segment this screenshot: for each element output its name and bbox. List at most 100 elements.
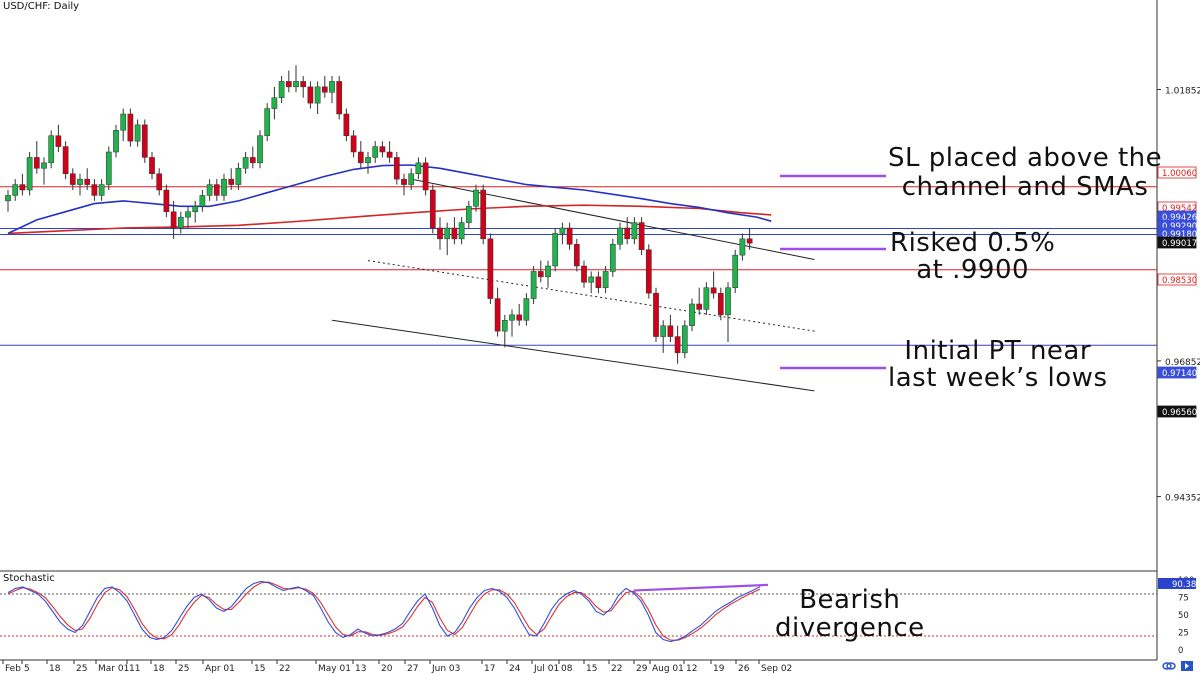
candle [185,206,191,228]
candle-body [26,157,33,191]
candle-body [696,303,703,310]
candle [732,249,739,294]
candle-body [91,184,98,196]
candle [725,282,731,342]
candle [5,190,11,212]
candle-body [177,216,184,229]
candle [653,287,659,342]
candle-body [41,162,47,169]
symbol-title: USD/CHF: Daily [3,1,80,12]
candle-body [329,81,335,93]
candle-body [465,206,472,223]
candle-body [33,157,40,169]
candle-body [206,184,213,196]
candle-body [408,173,415,185]
candle-body [69,173,76,185]
candle-body [242,157,249,169]
candle-body [163,189,170,212]
candle-body [365,157,371,164]
price-badge-label: 1.00060 [1162,169,1197,179]
candle-body [415,162,422,174]
candle [645,244,652,299]
time-tick-label: 26 [738,664,750,674]
horizontal-levels [0,186,1157,346]
candle [588,271,595,294]
candle-body [473,189,479,207]
stoch-current-badge: 90.38 [1158,578,1196,590]
annotation-profit-target: Initial PT near last week’s lows [888,338,1108,392]
candle-body [199,195,206,207]
candle [372,141,379,163]
stoch-current-label: 90.38 [1172,580,1196,590]
candle-body [62,146,69,174]
candle-body [444,227,451,240]
candle-body [48,135,55,164]
candle-body [293,81,299,88]
time-tick-label: 25 [76,664,87,674]
candle-body [573,244,580,267]
candle-body [264,108,271,136]
time-tick-label: 27 [407,664,418,674]
time-tick-label: May 01 [318,664,351,674]
candle-body [19,184,26,191]
candle-body [386,151,393,158]
candle [552,228,559,272]
candle-body [321,86,328,93]
candle [581,260,587,288]
candle [408,168,415,190]
time-tick-label: 24 [509,664,521,674]
candle-body [609,244,616,272]
candle [393,152,400,185]
time-tick-label: 22 [279,664,290,674]
candle [617,222,623,250]
candle [33,141,40,174]
candle [480,184,487,245]
channel-line [331,319,815,392]
candle-body [437,227,443,240]
time-tick-label: 15 [586,664,597,674]
candle [41,157,47,185]
annotation-stop-loss: SL placed above the channel and SMAs [888,144,1162,202]
candle [624,217,631,245]
time-tick-label: 12 [686,664,697,674]
time-tick-label: 08 [561,664,573,674]
annotation-risk: Risked 0.5% at .9900 [890,230,1055,284]
candle-body [645,249,652,294]
candle-body [429,189,436,229]
candle-body [235,168,242,185]
candle [638,217,645,256]
candle-body [307,86,314,104]
candle-body [141,124,148,158]
candle-body [314,86,321,104]
chain-link-icon[interactable] [1162,660,1176,672]
candle-body [113,130,119,153]
candle [156,168,163,196]
candle [523,293,530,326]
candle [285,70,292,93]
candle [343,108,350,142]
candle [487,233,494,304]
annotation-line: last week’s lows [888,363,1108,393]
candle [336,76,343,120]
candle-body [667,325,674,337]
time-tick-label: 18 [153,664,165,674]
candle [451,217,458,245]
candle-body [257,135,263,164]
candle [48,130,55,169]
price-badge-box [1157,273,1197,286]
time-tick-label: Sep 02 [761,664,792,674]
candle-body [566,227,573,245]
candle-body [545,265,551,278]
candle [170,200,177,239]
stoch-tick-label: 25 [1178,629,1189,639]
stochastic-axis: 100755025090.38 [1158,576,1196,656]
candle [177,211,184,234]
time-tick-label: 18 [49,664,61,674]
candle [55,124,62,152]
candle-body [480,189,487,240]
price-badge-label: 0.97140 [1162,369,1197,379]
price-badge-box [1157,366,1197,379]
scroll-right-icon[interactable] [1180,660,1194,672]
price-badge-box [1157,405,1197,418]
candle [501,314,508,348]
